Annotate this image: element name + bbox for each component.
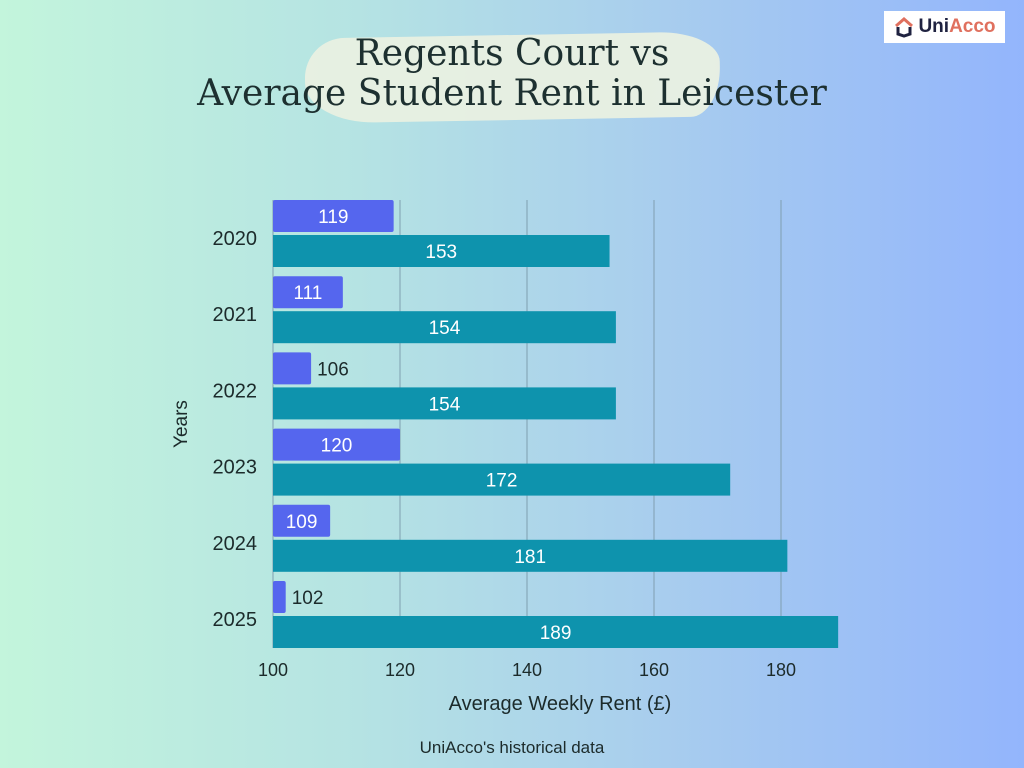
- data-label: 154: [429, 318, 461, 339]
- bar-average-rent: [273, 539, 788, 572]
- bar-average-rent: [273, 387, 616, 420]
- data-label: 119: [318, 207, 348, 228]
- bar-average-rent: [273, 235, 610, 267]
- data-label: 189: [540, 623, 572, 644]
- bar-regents-court: [273, 428, 400, 461]
- x-tick-label: 140: [512, 660, 542, 680]
- data-label: 106: [317, 359, 349, 380]
- data-label: 109: [286, 512, 318, 533]
- y-tick-label: 2020: [213, 228, 258, 250]
- house-icon: [895, 17, 914, 38]
- title-line-1: Regents Court vs: [354, 33, 670, 74]
- data-label: 102: [292, 588, 324, 609]
- y-tick-label: 2025: [213, 609, 258, 631]
- x-tick-label: 160: [639, 660, 669, 680]
- data-label: 181: [514, 547, 546, 568]
- data-label: 153: [425, 242, 457, 263]
- x-axis-label: Average Weekly Rent (£): [449, 693, 672, 715]
- chart-title: Regents Court vs Average Student Rent in…: [0, 34, 1024, 114]
- data-label: 154: [429, 394, 461, 415]
- y-tick-label: 2022: [213, 380, 258, 402]
- logo-text: UniAcco: [918, 16, 996, 37]
- bar-average-rent: [273, 311, 616, 344]
- title-line-2: Average Student Rent in Leicester: [197, 73, 827, 114]
- y-tick-label: 2023: [213, 457, 258, 479]
- data-label: 172: [486, 471, 518, 492]
- y-axis-label: Years: [171, 400, 192, 448]
- bar-average-rent: [273, 463, 731, 496]
- y-tick-label: 2024: [213, 533, 258, 555]
- x-tick-label: 100: [258, 660, 288, 680]
- bar-regents-court: [273, 352, 312, 385]
- uniacco-logo: UniAcco: [884, 11, 1005, 43]
- bar-average-rent: [273, 616, 839, 648]
- bar-regents-court: [273, 504, 331, 537]
- y-tick-label: 2021: [213, 304, 258, 326]
- data-label: 111: [293, 283, 322, 304]
- x-tick-label: 180: [766, 660, 796, 680]
- bar-regents-court: [273, 200, 394, 232]
- data-label: 120: [321, 436, 353, 457]
- bar-regents-court: [273, 581, 286, 613]
- x-tick-label: 120: [385, 660, 415, 680]
- footer-source: UniAcco's historical data: [419, 738, 605, 757]
- bar-regents-court: [273, 276, 343, 309]
